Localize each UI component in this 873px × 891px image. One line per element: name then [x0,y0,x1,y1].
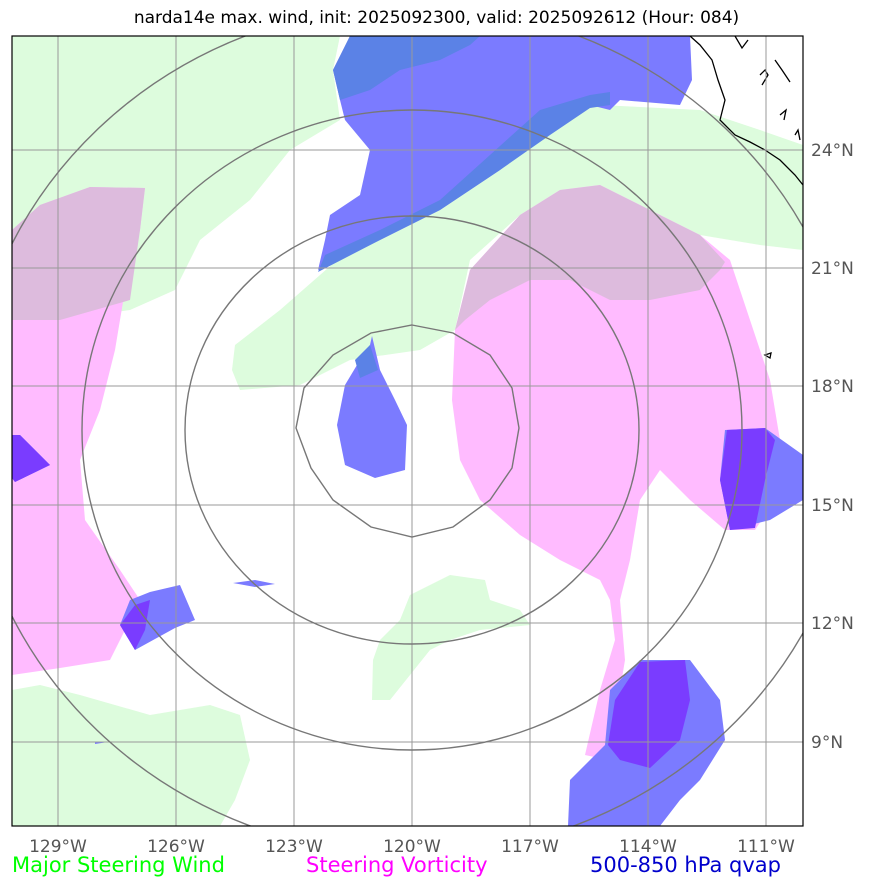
qvap-wind-overlap [318,36,610,378]
lat-tick-label: 15°N [811,496,854,516]
lon-tick-label: 111°W [737,837,795,857]
lon-tick-label: 117°W [501,837,559,857]
legend-steering-wind: Major Steering Wind [12,853,225,877]
range-ring-2 [184,215,640,645]
lon-tick-label: 129°W [29,837,87,857]
range-ring-3 [81,109,743,751]
lon-tick-label: 126°W [147,837,205,857]
graticule [12,36,803,826]
legend-qvap: 500-850 hPa qvap [590,853,781,877]
vorticity-wind-overlap [12,185,725,330]
range-rings [12,36,803,826]
map-frame [11,35,804,827]
lat-tick-label: 18°N [811,377,854,397]
lon-tick-label: 120°W [383,837,441,857]
latitude-labels: 24°N 21°N 18°N 15°N 12°N 9°N [811,141,854,753]
lat-tick-label: 9°N [811,733,843,753]
lon-tick-label: 114°W [619,837,677,857]
range-ring-inner [295,324,520,538]
lat-tick-label: 21°N [811,259,854,279]
lat-tick-label: 24°N [811,141,854,161]
lat-tick-label: 12°N [811,614,854,634]
lon-tick-label: 123°W [265,837,323,857]
longitude-labels: 129°W 126°W 123°W 120°W 117°W 114°W 111°… [29,837,795,857]
qvap-strong-layer [12,428,775,768]
legend-steering-vorticity: Steering Vorticity [306,853,488,877]
map-title: narda14e max. wind, init: 2025092300, va… [133,8,740,28]
